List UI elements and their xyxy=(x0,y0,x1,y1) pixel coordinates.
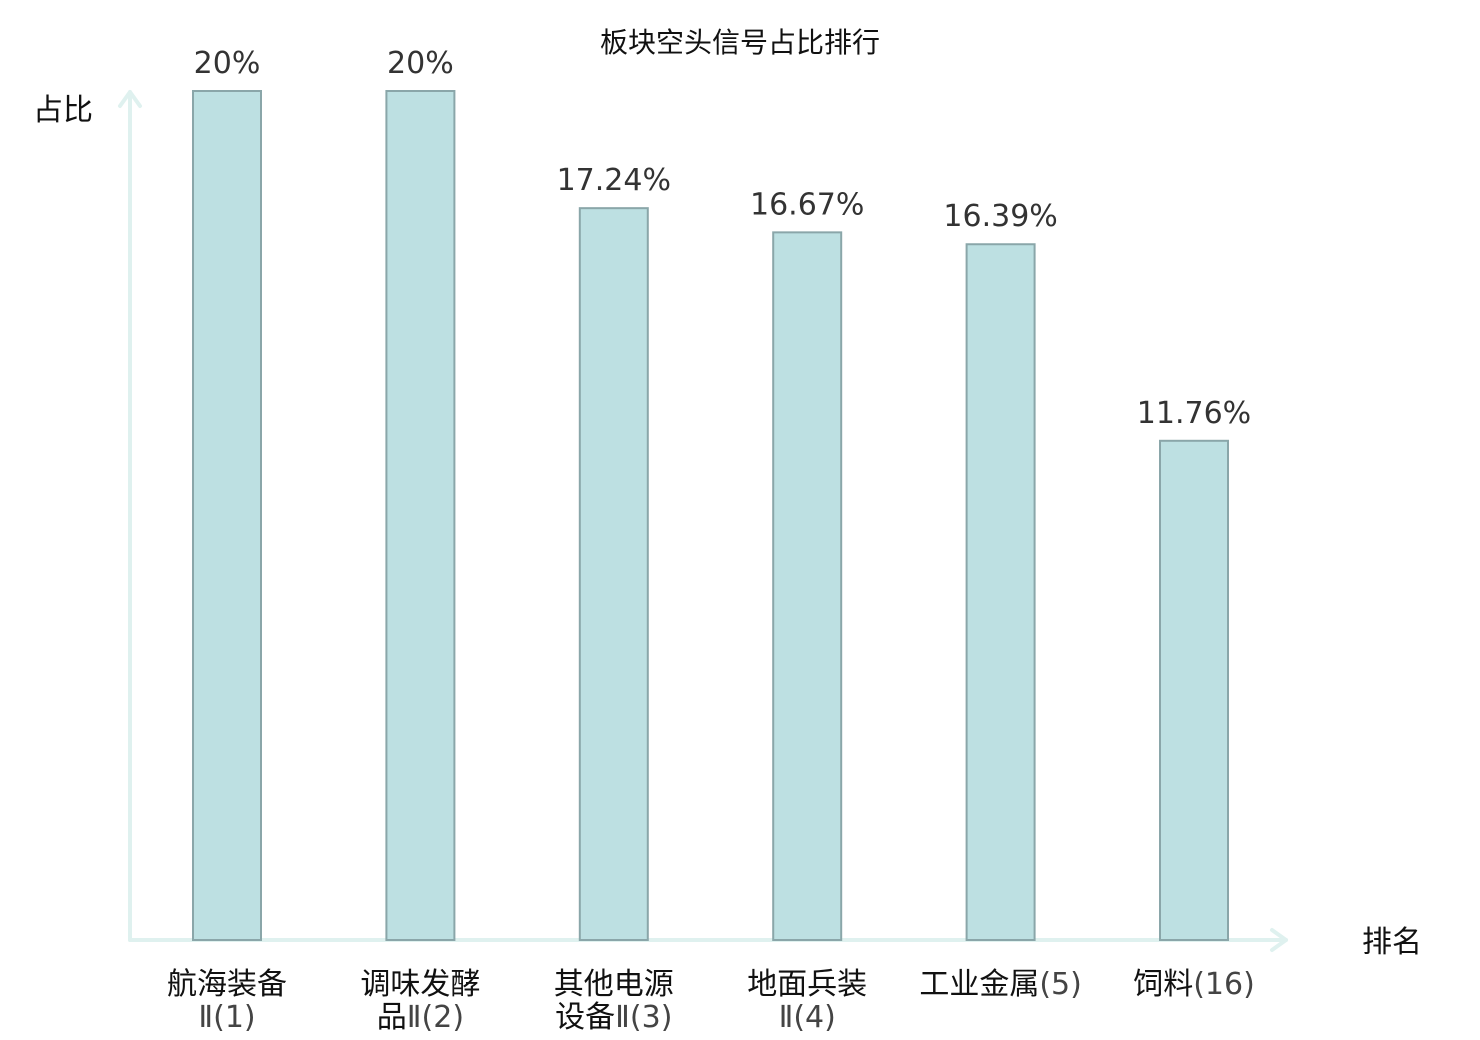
category-label-3-line-2: 设备Ⅱ(3) xyxy=(555,1000,672,1035)
category-name: 设备 xyxy=(555,1000,615,1035)
x-axis-arrow xyxy=(1270,928,1288,952)
bar-3 xyxy=(578,207,649,942)
category-name: 饲料 xyxy=(1133,967,1193,1002)
category-rank: Ⅱ(4) xyxy=(779,1000,836,1035)
category-name: 调味发酵 xyxy=(360,967,480,1002)
category-label-5-line-1: 工业金属(5) xyxy=(919,967,1082,1002)
chart-title: 板块空头信号占比排行 xyxy=(600,26,880,59)
x-axis-label: 排名 xyxy=(1362,925,1422,960)
value-label-4: 16.67% xyxy=(750,187,864,222)
category-rank: Ⅱ(3) xyxy=(615,1000,672,1035)
value-label-2: 20% xyxy=(387,46,454,81)
bar-6 xyxy=(1159,439,1229,941)
value-label-5: 16.39% xyxy=(943,199,1057,234)
category-name: 航海装备 xyxy=(167,967,287,1002)
value-label-3: 17.24% xyxy=(557,163,671,198)
category-rank: Ⅱ(2) xyxy=(407,1000,464,1035)
y-axis-label: 占比 xyxy=(33,93,93,128)
value-label-1: 20% xyxy=(194,46,261,81)
category-label-2-line-1: 调味发酵 xyxy=(360,967,480,1002)
value-labels-group: 20% 20% 17.24% 16.67% 16.39% 11.76% xyxy=(194,46,1252,431)
category-name: 其他电源 xyxy=(554,967,674,1002)
category-rank: (16) xyxy=(1193,967,1255,1002)
category-rank: (5) xyxy=(1039,967,1082,1002)
category-label-4-line-1: 地面兵装 xyxy=(747,967,867,1002)
bar-2 xyxy=(385,90,456,941)
category-name: 地面兵装 xyxy=(747,967,867,1002)
category-label-2-line-2: 品Ⅱ(2) xyxy=(377,1000,464,1035)
bars-group xyxy=(192,90,1229,942)
category-label-4-line-2: Ⅱ(4) xyxy=(779,1000,836,1035)
category-rank: Ⅱ(1) xyxy=(198,1000,255,1035)
category-label-6-line-1: 饲料(16) xyxy=(1133,967,1255,1002)
category-name: 工业金属 xyxy=(919,967,1039,1002)
category-label-1-line-2: Ⅱ(1) xyxy=(198,1000,255,1035)
y-axis-arrow xyxy=(118,90,142,108)
bar-4 xyxy=(772,231,843,941)
category-label-1-line-1: 航海装备 xyxy=(167,967,287,1002)
bar-5 xyxy=(965,243,1036,941)
category-label-3-line-1: 其他电源 xyxy=(554,967,674,1002)
bar-1 xyxy=(192,90,262,941)
category-labels-group: 航海装备Ⅱ(1)调味发酵品Ⅱ(2)其他电源设备Ⅱ(3)地面兵装Ⅱ(4)工业金属(… xyxy=(167,967,1255,1035)
value-label-6: 11.76% xyxy=(1137,396,1251,431)
category-name: 品 xyxy=(377,1000,407,1035)
